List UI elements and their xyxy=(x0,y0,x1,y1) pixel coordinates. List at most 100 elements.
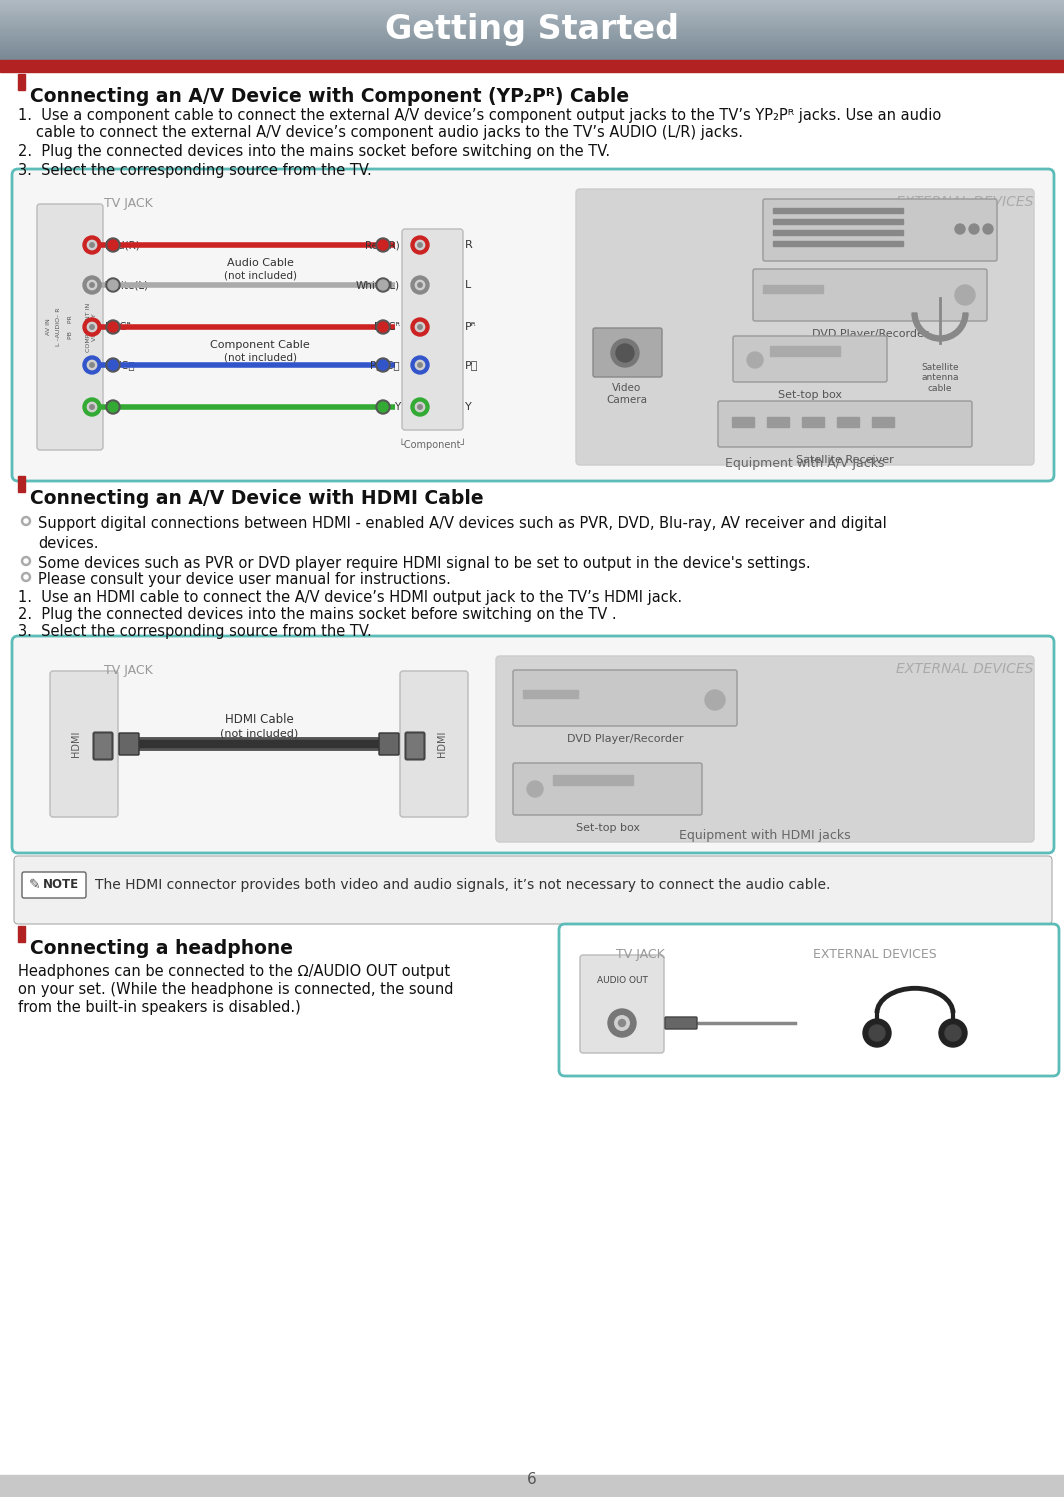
Bar xyxy=(837,418,859,427)
Text: Please consult your device user manual for instructions.: Please consult your device user manual f… xyxy=(38,572,451,587)
Text: Some devices such as PVR or DVD player require HDMI signal to be set to output i: Some devices such as PVR or DVD player r… xyxy=(38,555,811,570)
Text: HDMI: HDMI xyxy=(437,731,447,757)
Circle shape xyxy=(869,1025,885,1040)
Circle shape xyxy=(747,352,763,368)
FancyBboxPatch shape xyxy=(119,734,139,754)
FancyBboxPatch shape xyxy=(37,204,103,451)
Text: Red(R): Red(R) xyxy=(105,240,139,250)
Circle shape xyxy=(940,1019,967,1046)
Circle shape xyxy=(863,1019,891,1046)
Circle shape xyxy=(418,404,422,409)
Text: Pᴿ: Pᴿ xyxy=(465,322,477,332)
Circle shape xyxy=(415,361,425,370)
Text: TV JACK: TV JACK xyxy=(103,198,152,210)
Circle shape xyxy=(376,320,390,334)
Circle shape xyxy=(83,275,101,293)
Text: AV IN: AV IN xyxy=(46,319,50,335)
Circle shape xyxy=(376,238,390,251)
Circle shape xyxy=(378,322,388,332)
Circle shape xyxy=(24,575,28,579)
Wedge shape xyxy=(912,313,968,341)
Text: VIDEO  Y: VIDEO Y xyxy=(93,313,98,341)
Bar xyxy=(18,73,24,90)
Circle shape xyxy=(983,225,993,234)
Circle shape xyxy=(109,322,118,332)
Circle shape xyxy=(109,403,118,412)
Bar xyxy=(802,418,824,427)
Text: Component Cable: Component Cable xyxy=(210,340,310,350)
Text: (not included): (not included) xyxy=(220,729,298,740)
Circle shape xyxy=(415,241,425,250)
Bar xyxy=(774,219,903,225)
Circle shape xyxy=(24,519,28,522)
Circle shape xyxy=(83,356,101,374)
Circle shape xyxy=(106,400,120,415)
Text: VCR: VCR xyxy=(868,269,892,278)
Text: Connecting an A/V Device with Component (YP₂Pᴿ) Cable: Connecting an A/V Device with Component … xyxy=(30,87,629,106)
Text: Getting Started: Getting Started xyxy=(385,13,679,46)
Text: P᐀/C᐀: P᐀/C᐀ xyxy=(370,359,400,370)
FancyBboxPatch shape xyxy=(50,671,118,817)
Circle shape xyxy=(378,240,388,250)
Text: PB    PR: PB PR xyxy=(68,316,73,338)
Text: DVD Player/Recorder: DVD Player/Recorder xyxy=(567,734,683,744)
Text: Equipment with A/V jacks: Equipment with A/V jacks xyxy=(726,457,885,470)
Circle shape xyxy=(106,358,120,371)
Circle shape xyxy=(378,403,388,412)
Circle shape xyxy=(109,240,118,250)
Text: 1.  Use a component cable to connect the external A/V device’s component output : 1. Use a component cable to connect the … xyxy=(18,108,942,123)
Circle shape xyxy=(411,275,429,293)
Circle shape xyxy=(418,283,422,287)
Text: (not included): (not included) xyxy=(223,269,297,280)
Text: TV JACK: TV JACK xyxy=(103,665,152,677)
Text: EXTERNAL DEVICES: EXTERNAL DEVICES xyxy=(896,662,1033,677)
Circle shape xyxy=(87,322,97,332)
Text: HDMI Cable: HDMI Cable xyxy=(225,713,294,726)
Circle shape xyxy=(411,317,429,335)
FancyBboxPatch shape xyxy=(14,856,1052,924)
Text: Y: Y xyxy=(105,403,112,412)
FancyBboxPatch shape xyxy=(593,328,662,377)
Text: P᐀/C᐀: P᐀/C᐀ xyxy=(105,359,135,370)
Text: L: L xyxy=(465,280,471,290)
Text: Pᴿ/Cᴿ: Pᴿ/Cᴿ xyxy=(105,322,131,332)
Text: Support digital connections between HDMI - enabled A/V devices such as PVR, DVD,: Support digital connections between HDMI… xyxy=(38,516,886,531)
Bar xyxy=(872,418,894,427)
Text: 2.  Plug the connected devices into the mains socket before switching on the TV : 2. Plug the connected devices into the m… xyxy=(18,606,617,621)
FancyBboxPatch shape xyxy=(718,401,972,448)
Circle shape xyxy=(615,1016,629,1030)
Text: Y: Y xyxy=(394,403,400,412)
Circle shape xyxy=(89,243,95,247)
Text: 2.  Plug the connected devices into the mains socket before switching on the TV.: 2. Plug the connected devices into the m… xyxy=(18,144,610,159)
Text: 1.  Use an HDMI cable to connect the A/V device’s HDMI output jack to the TV’s H: 1. Use an HDMI cable to connect the A/V … xyxy=(18,590,682,605)
Circle shape xyxy=(955,284,975,305)
Circle shape xyxy=(378,359,388,370)
Text: Equipment with HDMI jacks: Equipment with HDMI jacks xyxy=(679,829,851,841)
FancyBboxPatch shape xyxy=(513,671,737,726)
FancyBboxPatch shape xyxy=(753,269,987,320)
FancyBboxPatch shape xyxy=(12,636,1054,853)
Circle shape xyxy=(87,403,97,412)
Circle shape xyxy=(411,356,429,374)
Text: Satellite
antenna
cable: Satellite antenna cable xyxy=(921,362,959,392)
Text: R: R xyxy=(465,240,472,250)
Text: The HDMI connector provides both video and audio signals, it’s not necessary to : The HDMI connector provides both video a… xyxy=(95,879,830,892)
Text: Connecting an A/V Device with HDMI Cable: Connecting an A/V Device with HDMI Cable xyxy=(30,490,484,509)
Circle shape xyxy=(411,237,429,254)
Text: White(L): White(L) xyxy=(355,280,400,290)
Circle shape xyxy=(378,280,388,290)
Circle shape xyxy=(89,325,95,329)
Circle shape xyxy=(376,358,390,371)
FancyBboxPatch shape xyxy=(763,199,997,260)
Bar xyxy=(774,231,903,235)
FancyBboxPatch shape xyxy=(580,955,664,1052)
Circle shape xyxy=(616,344,634,362)
Bar xyxy=(732,418,754,427)
Text: Connecting a headphone: Connecting a headphone xyxy=(30,940,293,958)
Text: 6: 6 xyxy=(527,1473,537,1488)
Text: P᐀: P᐀ xyxy=(465,359,479,370)
Text: AUDIO OUT: AUDIO OUT xyxy=(597,976,647,985)
Text: on your set. (While the headphone is connected, the sound: on your set. (While the headphone is con… xyxy=(18,982,453,997)
Text: L –AUDIO– R: L –AUDIO– R xyxy=(56,308,62,346)
Text: Satellite Receiver: Satellite Receiver xyxy=(796,455,894,466)
